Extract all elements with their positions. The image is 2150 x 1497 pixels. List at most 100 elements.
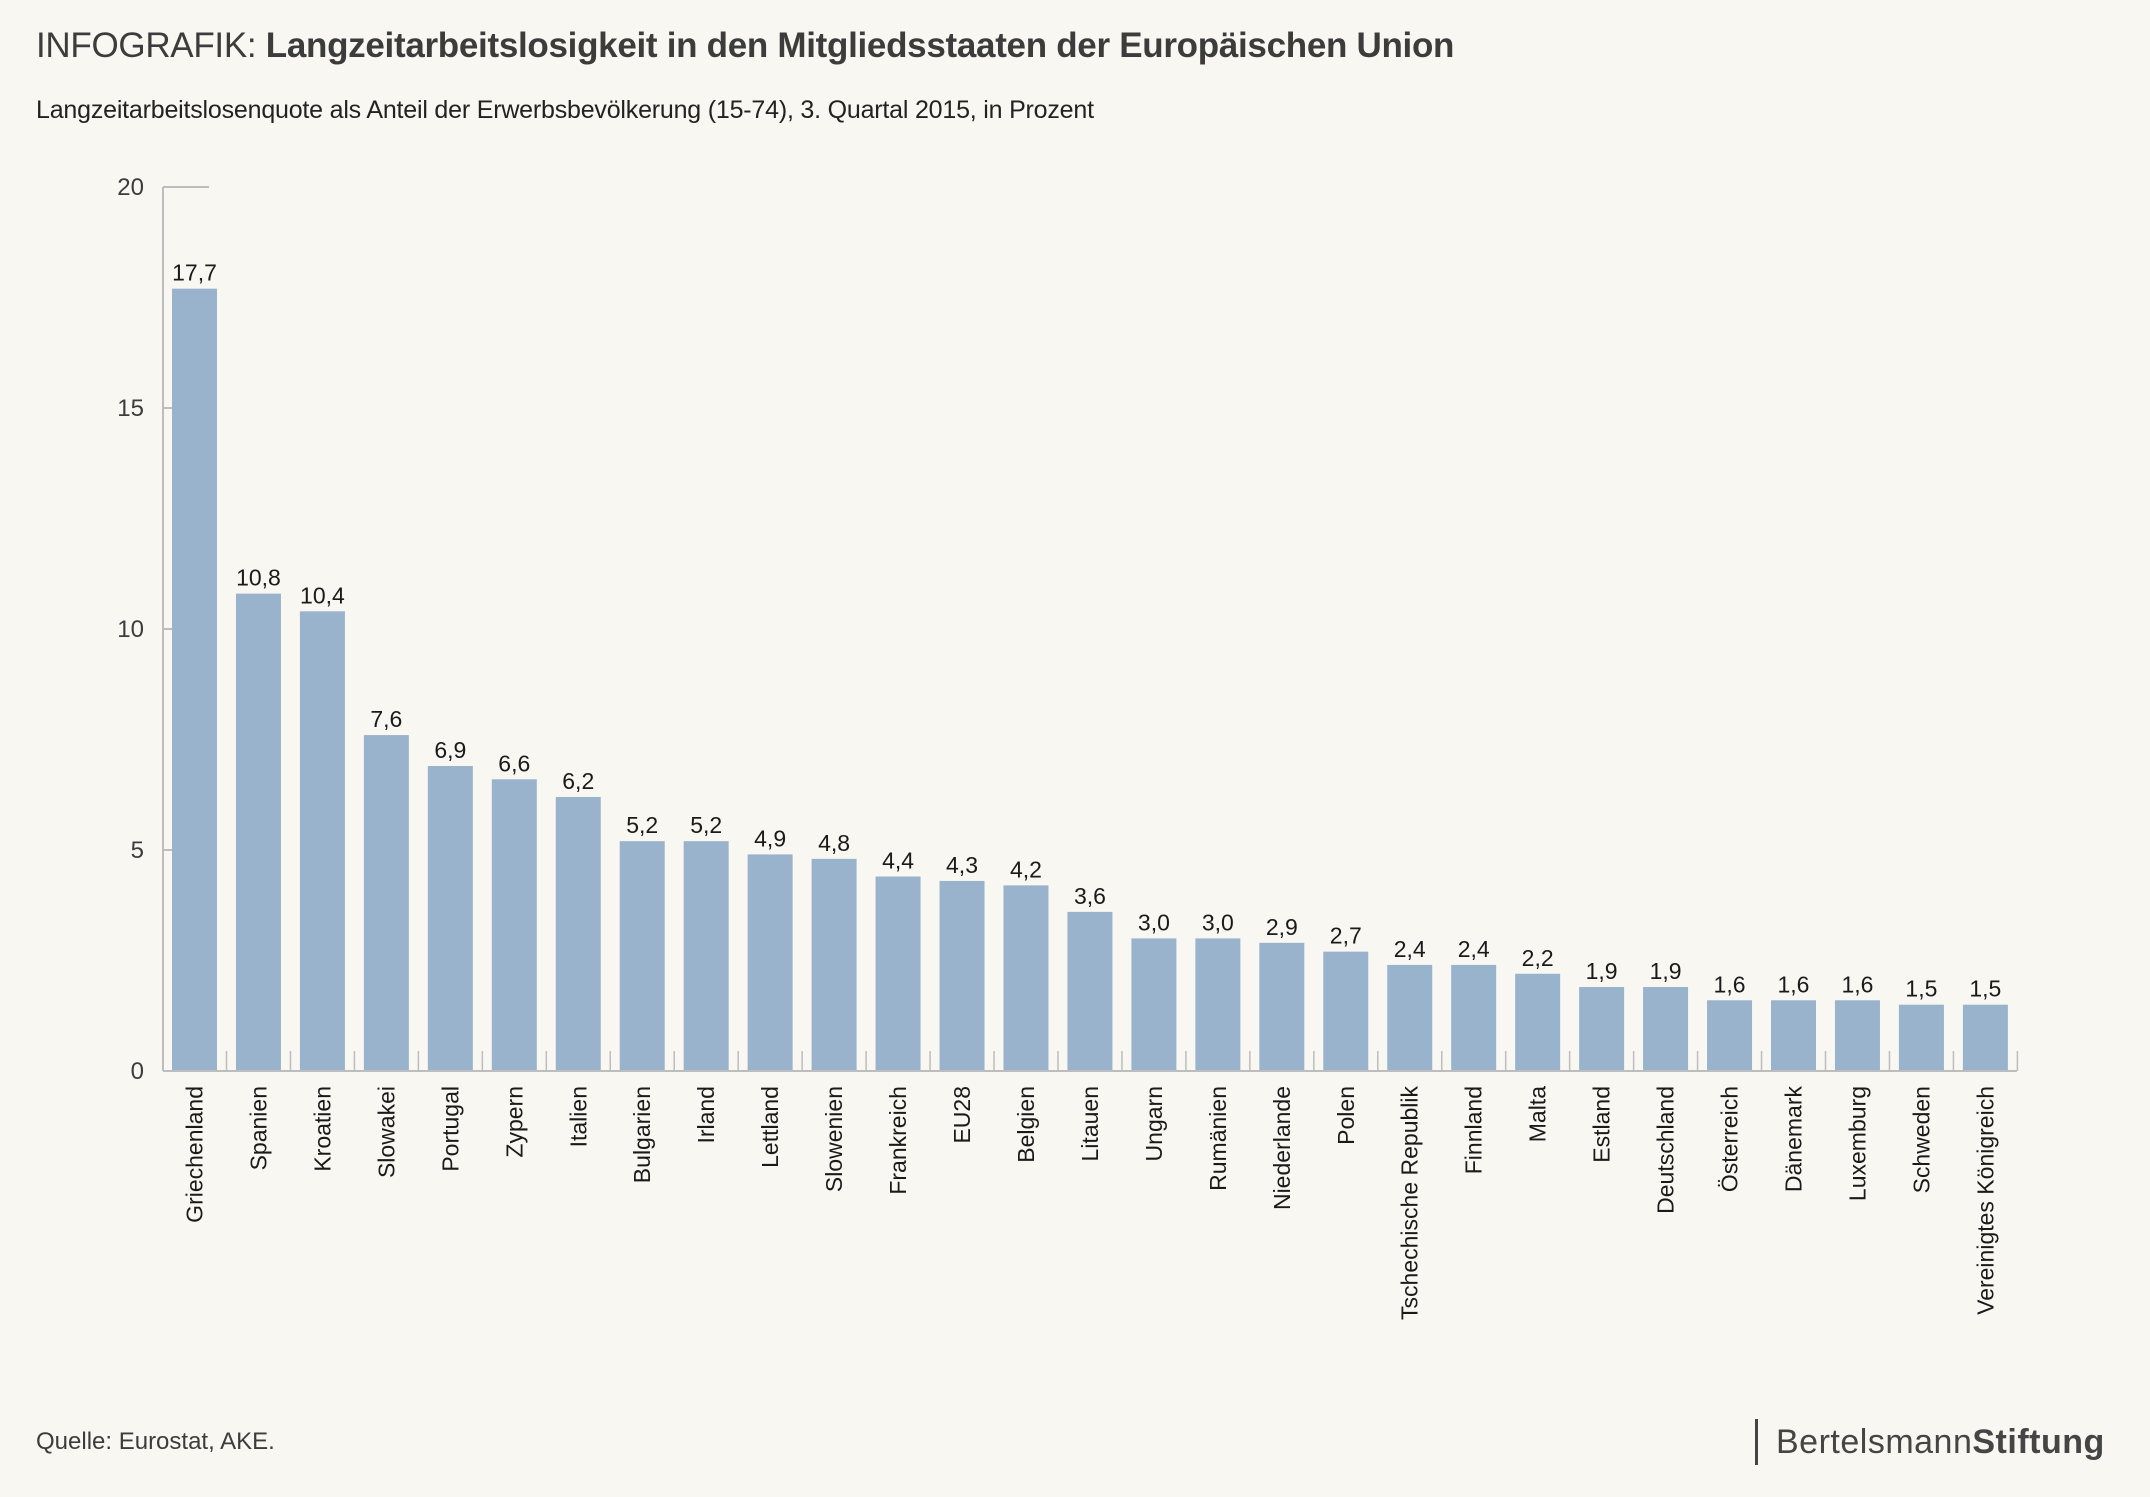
- value-label: 4,8: [818, 830, 850, 856]
- category-label: Tschechische Republik: [1397, 1086, 1423, 1320]
- bar: [1834, 1000, 1880, 1071]
- bar-chart: 0 5 10 15 20 17,7 10,8 10,4 7,6 6,9 6,6 6,2 5,2 5,2 4…: [117, 174, 2019, 1320]
- bar: [1707, 1000, 1753, 1071]
- value-label: 1,6: [1841, 971, 1873, 997]
- value-label: 17,7: [172, 260, 217, 286]
- category-label: Dänemark: [1781, 1086, 1807, 1193]
- category-label: Niederlande: [1269, 1086, 1295, 1210]
- bar: [1898, 1004, 1944, 1071]
- category-label: Slowenien: [821, 1086, 847, 1192]
- category-label: Italien: [565, 1086, 591, 1147]
- bar: [1771, 1000, 1816, 1071]
- category-label: Zypern: [501, 1086, 527, 1158]
- value-label: 10,4: [300, 582, 345, 608]
- value-label: 1,5: [1969, 976, 2001, 1002]
- bar: [811, 858, 857, 1071]
- bar: [491, 779, 537, 1071]
- bar: [939, 880, 985, 1071]
- category-label: Finnland: [1461, 1086, 1487, 1174]
- bar: [1962, 1004, 2008, 1071]
- value-label: 1,9: [1586, 958, 1618, 984]
- value-label: 4,9: [754, 825, 786, 851]
- bar: [1323, 951, 1369, 1071]
- bar: [363, 735, 409, 1071]
- category-label: Litauen: [1077, 1086, 1103, 1161]
- value-label: 2,9: [1266, 914, 1298, 940]
- x-axis: [163, 1051, 2019, 1072]
- category-label: Österreich: [1717, 1086, 1743, 1192]
- bar: [1131, 938, 1177, 1071]
- logo-divider: [1755, 1419, 1758, 1465]
- category-label: Frankreich: [885, 1086, 911, 1195]
- value-label: 4,3: [946, 852, 978, 878]
- value-label: 2,7: [1330, 923, 1362, 949]
- bar: [1515, 973, 1561, 1071]
- value-label: 6,6: [498, 750, 530, 776]
- bar: [747, 854, 793, 1071]
- bar: [1643, 987, 1689, 1071]
- bar: [235, 593, 281, 1071]
- category-label: Bulgarien: [629, 1086, 655, 1183]
- bar: [875, 876, 921, 1071]
- bertelsmann-stiftung-logo: Bertelsmann Stiftung: [1755, 1418, 2105, 1466]
- value-label: 6,9: [434, 737, 466, 763]
- category-label: Malta: [1525, 1086, 1551, 1142]
- category-label: Belgien: [1013, 1086, 1039, 1163]
- category-label: Polen: [1333, 1086, 1359, 1145]
- category-label: Kroatien: [309, 1086, 335, 1172]
- category-labels-group: Griechenland Spanien Kroatien Slowakei Portu…: [182, 1086, 1999, 1320]
- y-tick-label: 5: [131, 837, 144, 864]
- bars-group: [172, 288, 2008, 1071]
- category-label: Ungarn: [1141, 1086, 1167, 1161]
- value-label: 4,4: [882, 848, 914, 874]
- category-label: Luxemburg: [1844, 1086, 1870, 1201]
- bar: [619, 841, 665, 1071]
- page-title: INFOGRAFIK: Langzeitarbeitslosigkeit in …: [36, 26, 1454, 66]
- category-label: Griechenland: [182, 1086, 208, 1223]
- value-label: 3,6: [1074, 883, 1106, 909]
- value-label: 3,0: [1202, 909, 1234, 935]
- category-label: Lettland: [757, 1086, 783, 1168]
- value-labels-group: 17,7 10,8 10,4 7,6 6,9 6,6 6,2 5,2 5,2 4,9 4,8 4,4 4…: [172, 260, 2001, 1002]
- chart-subtitle: Langzeitarbeitslosenquote als Anteil der…: [36, 96, 1094, 124]
- bar: [427, 766, 473, 1071]
- category-label: Estland: [1589, 1086, 1615, 1163]
- category-label: Rumänien: [1205, 1086, 1231, 1191]
- bar: [1579, 987, 1625, 1071]
- y-tick-label: 0: [131, 1058, 144, 1085]
- y-axis: 0 5 10 15 20: [117, 174, 209, 1085]
- category-label: Slowakei: [373, 1086, 399, 1178]
- category-label: EU28: [949, 1086, 975, 1144]
- logo-text-regular: Bertelsmann: [1776, 1422, 1973, 1461]
- value-label: 10,8: [236, 565, 281, 591]
- value-label: 2,4: [1458, 936, 1490, 962]
- value-label: 1,5: [1905, 976, 1937, 1002]
- value-label: 2,2: [1522, 945, 1554, 971]
- value-label: 2,4: [1394, 936, 1426, 962]
- value-label: 1,6: [1714, 971, 1746, 997]
- category-label: Schweden: [1908, 1086, 1934, 1193]
- value-label: 5,2: [626, 812, 658, 838]
- bar: [1067, 911, 1113, 1071]
- value-label: 1,9: [1650, 958, 1682, 984]
- source-note: Quelle: Eurostat, AKE.: [36, 1428, 275, 1455]
- category-label: Vereinigtes Königreich: [1972, 1086, 1998, 1315]
- bar: [1259, 942, 1305, 1071]
- bar: [172, 288, 217, 1071]
- bar: [1195, 938, 1241, 1071]
- bar: [1003, 885, 1049, 1071]
- category-label: Spanien: [245, 1086, 271, 1170]
- logo-text-bold: Stiftung: [1972, 1422, 2105, 1461]
- y-tick-label: 20: [117, 174, 144, 201]
- bar: [683, 841, 729, 1071]
- category-label: Irland: [693, 1086, 719, 1144]
- y-tick-label: 10: [117, 616, 144, 643]
- category-label: Deutschland: [1653, 1086, 1679, 1214]
- value-label: 5,2: [690, 812, 722, 838]
- y-tick-label: 15: [117, 395, 144, 422]
- bar: [1387, 964, 1433, 1071]
- bar: [1451, 964, 1497, 1071]
- value-label: 3,0: [1138, 909, 1170, 935]
- title-main: Langzeitarbeitslosigkeit in den Mitglied…: [265, 26, 1455, 65]
- category-label: Portugal: [437, 1086, 463, 1172]
